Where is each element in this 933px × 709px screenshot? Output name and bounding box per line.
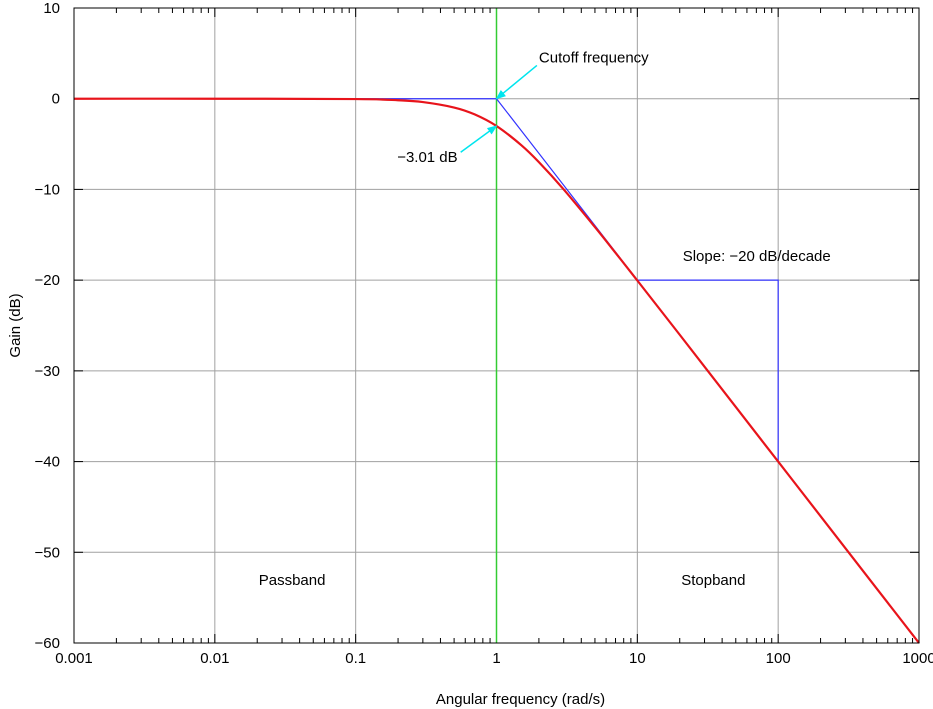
y-tick-label: −30	[35, 363, 60, 380]
plot-frame	[73, 7, 920, 644]
y-axis-label: Gain (dB)	[7, 293, 24, 357]
y-tick-label: 10	[43, 0, 60, 17]
y-tick-label: −50	[35, 544, 60, 561]
x-tick-label: 0.1	[345, 650, 366, 667]
annotation-label: Stopband	[681, 572, 745, 589]
annotation-label: Cutoff frequency	[539, 49, 649, 66]
x-tick-label: 10	[629, 650, 646, 667]
x-tick-label: 1	[492, 650, 500, 667]
slope-indicator	[637, 279, 779, 462]
y-tick-label: −60	[35, 635, 60, 652]
y-tick-label: −40	[35, 454, 60, 471]
x-tick-label: 100	[766, 650, 791, 667]
y-tick-label: −10	[35, 181, 60, 198]
annotation-label: Slope: −20 dB/decade	[683, 248, 831, 265]
y-tick-label: −20	[35, 272, 60, 289]
annotations: Cutoff frequency −3.01 dB Slope: −20 dB/de…	[259, 49, 831, 589]
response-curve	[73, 97, 920, 644]
annotation-arrow	[495, 64, 538, 100]
x-tick-label: 1000	[902, 650, 933, 667]
x-tick-label: 0.01	[200, 650, 229, 667]
x-axis-label: Angular frequency (rad/s)	[436, 691, 605, 708]
annotation-label: −3.01 dB	[397, 149, 457, 166]
x-tick-label: 0.001	[55, 650, 93, 667]
annotation-label: Passband	[259, 572, 326, 589]
annotation-arrow	[460, 125, 498, 153]
y-tick-label: 0	[52, 91, 60, 108]
tick-labels: 0.001 0.01 0.1 1 10 100 1000100−10−20−30−40−50…	[35, 0, 933, 667]
